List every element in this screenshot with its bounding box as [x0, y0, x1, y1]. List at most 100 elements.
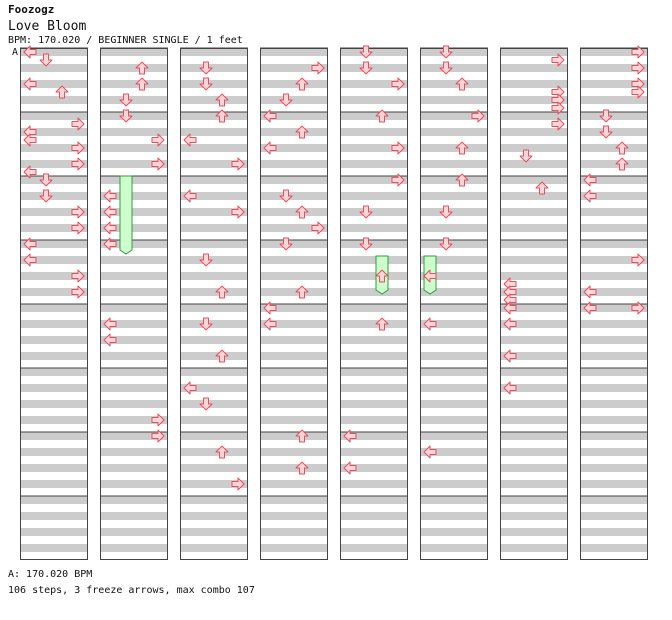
up-arrow-icon [295, 285, 309, 299]
beat-band [260, 112, 328, 120]
beat-band [180, 464, 248, 472]
right-arrow-icon [311, 221, 325, 235]
beat-band [100, 448, 168, 456]
beat-band [420, 48, 488, 56]
beat-band [340, 272, 408, 280]
beat-band [180, 368, 248, 376]
beat-band [500, 192, 568, 200]
down-arrow-icon [359, 237, 373, 251]
beat-band [180, 512, 248, 520]
left-arrow-icon [23, 45, 37, 59]
beat-band [500, 352, 568, 360]
up-arrow-icon [455, 77, 469, 91]
beat-band [260, 272, 328, 280]
left-arrow-icon [263, 301, 277, 315]
beat-band [260, 464, 328, 472]
beat-band [340, 64, 408, 72]
down-arrow-icon [599, 125, 613, 139]
up-arrow-icon [615, 141, 629, 155]
down-arrow-icon [199, 253, 213, 267]
column-border [420, 48, 488, 560]
right-arrow-icon [71, 269, 85, 283]
beat-band [100, 272, 168, 280]
bpm-marker: A [12, 47, 19, 58]
beat-band [260, 400, 328, 408]
beat-band [580, 400, 648, 408]
beat-band [580, 176, 648, 184]
beat-band [340, 496, 408, 504]
beat-band [500, 240, 568, 248]
column-border [580, 48, 648, 560]
beat-band [180, 448, 248, 456]
beat-band [20, 288, 88, 296]
up-arrow-icon [295, 77, 309, 91]
beat-band [500, 112, 568, 120]
beat-band [260, 480, 328, 488]
right-arrow-icon [71, 141, 85, 155]
left-arrow-icon [263, 317, 277, 331]
beat-band [100, 128, 168, 136]
beat-band [20, 256, 88, 264]
up-arrow-icon [455, 173, 469, 187]
beat-band [340, 400, 408, 408]
beat-band [420, 528, 488, 536]
right-arrow-icon [391, 77, 405, 91]
beat-band [500, 480, 568, 488]
beat-band [580, 448, 648, 456]
beat-band [100, 144, 168, 152]
beat-band [340, 480, 408, 488]
beat-band [420, 176, 488, 184]
beat-band [340, 528, 408, 536]
up-arrow-icon [375, 317, 389, 331]
chart-info: BPM: 170.020 / BEGINNER SINGLE / 1 feet [8, 35, 243, 46]
beat-band [20, 144, 88, 152]
beat-band [100, 288, 168, 296]
beat-band [20, 464, 88, 472]
left-arrow-icon [423, 445, 437, 459]
right-arrow-icon [631, 85, 645, 99]
beat-band [420, 144, 488, 152]
beat-band [260, 128, 328, 136]
beat-band [580, 304, 648, 312]
up-arrow-icon [455, 141, 469, 155]
artist-label: Foozogz [8, 3, 55, 16]
beat-band [580, 432, 648, 440]
left-arrow-icon [263, 109, 277, 123]
beat-band [340, 288, 408, 296]
beat-band [340, 384, 408, 392]
beat-band [100, 240, 168, 248]
beat-band [260, 384, 328, 392]
beat-band [500, 464, 568, 472]
beat-band [500, 384, 568, 392]
up-arrow-icon [295, 429, 309, 443]
beat-band [580, 320, 648, 328]
down-arrow-icon [279, 237, 293, 251]
beat-band [180, 224, 248, 232]
beat-band [420, 544, 488, 552]
beat-band [580, 80, 648, 88]
beat-band [100, 192, 168, 200]
beat-band [340, 208, 408, 216]
beat-band [420, 112, 488, 120]
beat-band [500, 496, 568, 504]
beat-band [20, 160, 88, 168]
beat-band [100, 480, 168, 488]
left-arrow-icon [183, 189, 197, 203]
left-arrow-icon [103, 237, 117, 251]
beat-band [500, 64, 568, 72]
beat-band [580, 128, 648, 136]
beat-band [260, 304, 328, 312]
beat-band [100, 256, 168, 264]
column-border [340, 48, 408, 560]
beat-band [340, 160, 408, 168]
right-arrow-icon [71, 285, 85, 299]
beat-band [500, 96, 568, 104]
left-arrow-icon [183, 133, 197, 147]
beat-band [100, 64, 168, 72]
left-arrow-icon [23, 133, 37, 147]
beat-band [420, 400, 488, 408]
beat-band [420, 128, 488, 136]
beat-band [20, 512, 88, 520]
beat-band [420, 64, 488, 72]
beat-band [580, 256, 648, 264]
